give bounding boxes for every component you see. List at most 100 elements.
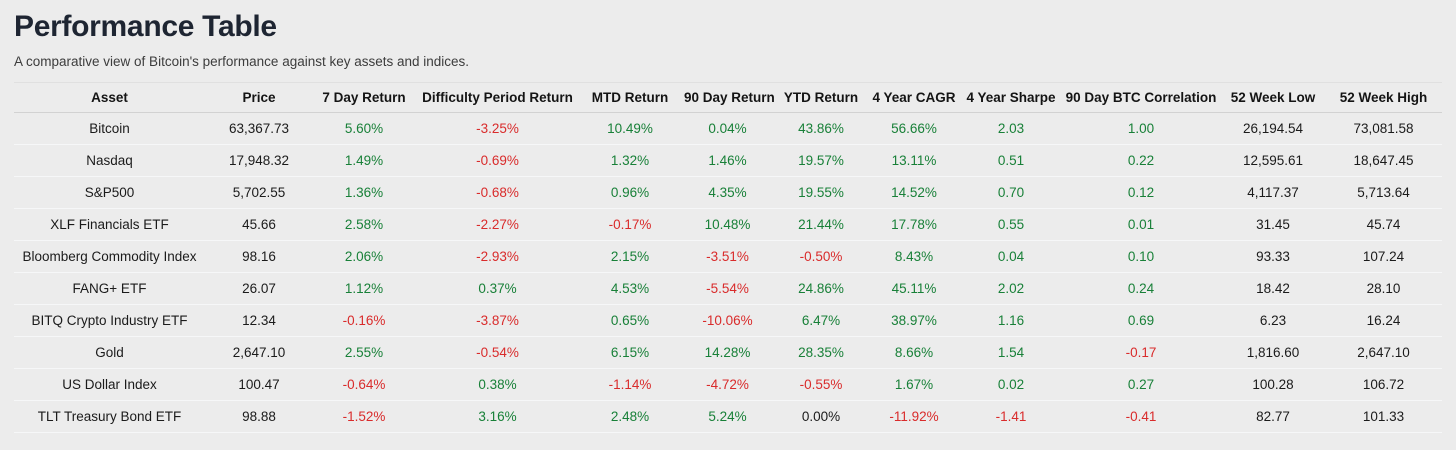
value-cell: 1.67%: [894, 376, 934, 392]
value-cell: 56.66%: [891, 120, 937, 136]
value-cell: 101.33: [1362, 408, 1405, 424]
column-header: 90 Day BTC Correlation: [1061, 82, 1221, 113]
value-cell: 82.77: [1256, 408, 1290, 424]
value-cell: 6.23: [1259, 312, 1287, 328]
value-cell: 98.88: [242, 408, 276, 424]
table-header: Asset Price 7 Day Return Difficulty Period …: [14, 82, 1442, 113]
value-cell: 5.60%: [344, 120, 384, 136]
value-cell: 16.24: [1366, 312, 1401, 328]
value-cell: 1.54: [997, 344, 1025, 360]
column-header: YTD Return: [775, 82, 867, 113]
value-cell: 100.28: [1252, 376, 1294, 392]
value-cell: 0.04%: [708, 120, 747, 136]
value-cell: 45.66: [242, 216, 276, 232]
value-cell: 2.58%: [344, 216, 384, 232]
table-row: Bloomberg Commodity Index 98.16 2.06% -2.93…: [14, 240, 1442, 272]
column-header: MTD Return: [580, 82, 680, 113]
asset-cell: Nasdaq: [86, 152, 133, 168]
asset-cell: S&P500: [84, 184, 135, 200]
column-header: Difficulty Period Return: [415, 82, 580, 113]
table-header-row: Asset Price 7 Day Return Difficulty Period …: [14, 82, 1442, 113]
value-cell: 45.74: [1366, 216, 1401, 232]
value-cell: 45.11%: [891, 280, 937, 296]
value-cell: 73,081.58: [1353, 120, 1414, 136]
value-cell: 13.11%: [891, 152, 937, 168]
value-cell: 4.35%: [708, 184, 747, 200]
value-cell: 8.43%: [894, 248, 934, 264]
value-cell: 0.37%: [478, 280, 517, 296]
value-cell: 3.16%: [478, 408, 517, 424]
column-header: 90 Day Return: [680, 82, 775, 113]
column-header: 52 Week Low: [1221, 82, 1325, 113]
value-cell: -1.52%: [342, 408, 386, 424]
value-cell: 5.24%: [708, 408, 747, 424]
value-cell: 6.47%: [801, 312, 841, 328]
value-cell: 0.00%: [801, 408, 841, 424]
asset-cell: FANG+ ETF: [72, 280, 147, 296]
value-cell: 2.48%: [610, 408, 650, 424]
value-cell: -4.72%: [706, 376, 749, 392]
asset-cell: Bitcoin: [89, 120, 130, 136]
page-title: Performance Table: [14, 10, 277, 43]
value-cell: 17.78%: [891, 216, 937, 232]
value-cell: -0.16%: [342, 312, 386, 328]
value-cell: 24.86%: [798, 280, 844, 296]
asset-cell: Bloomberg Commodity Index: [22, 248, 197, 264]
value-cell: 2.02: [997, 280, 1025, 296]
value-cell: -0.17: [1125, 344, 1157, 360]
value-cell: 2,647.10: [232, 344, 286, 360]
column-header: 7 Day Return: [313, 82, 415, 113]
table-row: US Dollar Index 100.47 -0.64% 0.38% -1.14% -4…: [14, 368, 1442, 400]
value-cell: -3.25%: [476, 120, 519, 136]
table-row: XLF Financials ETF 45.66 2.58% -2.27% -0.17%…: [14, 208, 1442, 240]
table-row: S&P500 5,702.55 1.36% -0.68% 0.96% 4.35% 19.55…: [14, 176, 1442, 208]
value-cell: 28.35%: [798, 344, 844, 360]
value-cell: 0.12: [1127, 184, 1155, 200]
performance-table-page: Performance Table A comparative view of …: [14, 10, 1442, 432]
value-cell: -2.93%: [476, 248, 519, 264]
value-cell: 0.22: [1127, 152, 1155, 168]
value-cell: 4,117.37: [1247, 184, 1299, 200]
value-cell: 1,816.60: [1246, 344, 1300, 360]
value-cell: 0.70: [997, 184, 1025, 200]
value-cell: -0.64%: [342, 376, 386, 392]
value-cell: 4.53%: [610, 280, 650, 296]
value-cell: 0.10: [1127, 248, 1155, 264]
value-cell: 0.02: [997, 376, 1025, 392]
asset-cell: BITQ Crypto Industry ETF: [31, 312, 188, 328]
value-cell: 107.24: [1362, 248, 1405, 264]
value-cell: 19.55%: [798, 184, 844, 200]
value-cell: 31.45: [1256, 216, 1290, 232]
column-header: 4 Year Sharpe: [961, 82, 1061, 113]
value-cell: 100.47: [238, 376, 280, 392]
value-cell: 106.72: [1362, 376, 1405, 392]
value-cell: -0.68%: [476, 184, 519, 200]
asset-cell: TLT Treasury Bond ETF: [37, 408, 182, 424]
asset-cell: Gold: [95, 344, 124, 360]
value-cell: 21.44%: [798, 216, 844, 232]
value-cell: 2,647.10: [1357, 344, 1410, 360]
value-cell: 18,647.45: [1353, 152, 1414, 168]
value-cell: 26,194.54: [1242, 120, 1304, 136]
value-cell: 5,713.64: [1357, 184, 1410, 200]
value-cell: 18.42: [1256, 280, 1290, 296]
page-subtitle: A comparative view of Bitcoin's performa…: [14, 53, 470, 69]
value-cell: 1.32%: [610, 152, 650, 168]
value-cell: 43.86%: [798, 120, 844, 136]
value-cell: 1.36%: [344, 184, 384, 200]
value-cell: 2.55%: [344, 344, 384, 360]
value-cell: 6.15%: [610, 344, 650, 360]
value-cell: -0.50%: [799, 248, 843, 264]
value-cell: 10.48%: [704, 216, 751, 232]
value-cell: 1.12%: [344, 280, 384, 296]
value-cell: 0.01: [1127, 216, 1155, 232]
value-cell: 26.07: [242, 280, 276, 296]
value-cell: -1.41: [995, 408, 1027, 424]
value-cell: 0.55: [997, 216, 1025, 232]
value-cell: 1.46%: [708, 152, 747, 168]
value-cell: -10.06%: [702, 312, 753, 328]
table-body: Bitcoin 63,367.73 5.60% -3.25% 10.49% 0.04% 43…: [14, 112, 1442, 432]
value-cell: 0.04: [997, 248, 1025, 264]
value-cell: 12.34: [242, 312, 276, 328]
value-cell: 2.06%: [344, 248, 384, 264]
